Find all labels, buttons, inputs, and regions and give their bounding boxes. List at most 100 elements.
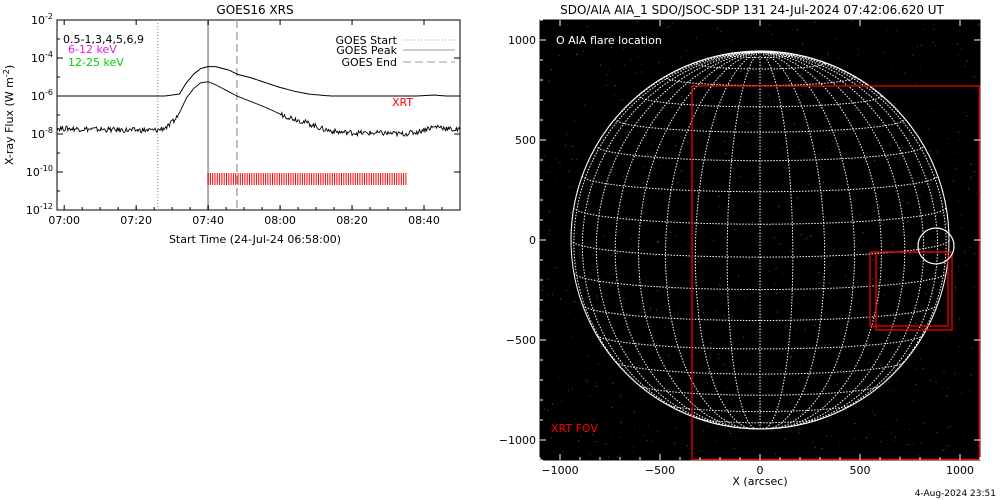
noise-speck: [690, 65, 692, 67]
noise-speck: [703, 107, 705, 109]
noise-speck: [743, 296, 745, 298]
noise-speck: [970, 374, 972, 376]
noise-speck: [589, 454, 591, 456]
noise-speck: [685, 244, 687, 245]
noise-speck: [907, 444, 909, 445]
noise-speck: [756, 49, 757, 51]
noise-speck: [549, 210, 550, 212]
noise-speck: [708, 242, 710, 244]
noise-speck: [728, 161, 730, 163]
noise-speck: [935, 215, 937, 216]
noise-speck: [851, 159, 853, 161]
noise-speck: [920, 44, 922, 46]
noise-speck: [974, 171, 975, 172]
noise-speck: [779, 243, 781, 245]
noise-speck: [578, 256, 580, 258]
noise-speck: [689, 282, 691, 284]
noise-speck: [724, 237, 726, 239]
noise-speck: [887, 389, 889, 391]
noise-speck: [718, 358, 720, 360]
channel-label-1: 6-12 keV: [68, 43, 117, 56]
noise-speck: [830, 296, 831, 298]
noise-speck: [647, 153, 649, 155]
noise-speck: [800, 362, 802, 364]
noise-speck: [772, 100, 774, 102]
noise-speck: [895, 436, 897, 438]
noise-speck: [574, 301, 575, 302]
noise-speck: [952, 180, 954, 182]
noise-speck: [575, 37, 577, 39]
latitude-line: [582, 304, 938, 321]
noise-speck: [778, 369, 780, 371]
noise-speck: [694, 181, 696, 183]
noise-speck: [820, 258, 822, 260]
noise-speck: [957, 54, 959, 55]
noise-speck: [915, 322, 917, 324]
noise-speck: [774, 188, 776, 190]
noise-speck: [951, 128, 953, 130]
noise-speck: [641, 31, 643, 33]
noise-speck: [795, 328, 797, 330]
noise-speck: [781, 147, 783, 149]
noise-speck: [912, 54, 914, 56]
noise-speck: [595, 441, 597, 443]
noise-speck: [788, 163, 790, 165]
noise-speck: [969, 246, 971, 248]
noise-speck: [545, 121, 547, 123]
xrs-x-tick-label: 07:00: [48, 214, 80, 227]
noise-speck: [802, 43, 804, 45]
noise-speck: [698, 215, 700, 217]
noise-speck: [854, 82, 855, 84]
noise-speck: [958, 30, 960, 32]
noise-speck: [884, 52, 886, 54]
noise-speck: [724, 364, 725, 366]
xrs-x-axis: 07:00 07:20 07:40 08:00 08:20 08:40: [48, 20, 461, 227]
noise-speck: [785, 257, 787, 259]
noise-speck: [731, 398, 732, 400]
noise-speck: [794, 114, 795, 116]
noise-speck: [910, 394, 912, 396]
noise-speck: [640, 312, 642, 313]
noise-speck: [804, 238, 806, 240]
noise-speck: [964, 251, 966, 252]
noise-speck: [626, 164, 628, 166]
noise-speck: [957, 131, 959, 133]
noise-speck: [887, 381, 889, 383]
noise-speck: [636, 71, 638, 73]
noise-speck: [916, 46, 918, 48]
xrs-x-tick-label: 08:00: [264, 214, 296, 227]
noise-speck: [706, 382, 708, 384]
noise-speck: [949, 274, 951, 276]
noise-speck: [802, 294, 804, 296]
legend-goes-start: GOES Start: [336, 34, 398, 47]
noise-speck: [724, 140, 726, 142]
noise-speck: [796, 29, 798, 31]
noise-speck: [889, 144, 891, 146]
noise-speck: [675, 427, 677, 429]
noise-speck: [906, 354, 908, 355]
noise-speck: [973, 76, 974, 78]
noise-speck: [975, 448, 977, 450]
noise-speck: [888, 157, 890, 159]
noise-speck: [638, 100, 640, 102]
noise-speck: [888, 170, 890, 172]
noise-speck: [620, 396, 622, 398]
noise-speck: [588, 176, 590, 178]
noise-speck: [978, 23, 980, 25]
noise-speck: [886, 333, 888, 335]
noise-speck: [866, 329, 868, 331]
noise-speck: [614, 85, 616, 87]
noise-speck: [978, 38, 980, 40]
noise-speck: [806, 237, 808, 239]
noise-speck: [825, 216, 826, 218]
noise-speck: [640, 63, 642, 65]
noise-speck: [821, 302, 822, 304]
noise-speck: [619, 394, 621, 396]
noise-speck: [833, 248, 835, 250]
noise-speck: [732, 316, 733, 318]
noise-speck: [939, 285, 941, 287]
noise-speck: [739, 176, 741, 178]
noise-speck: [672, 382, 674, 384]
noise-speck: [769, 24, 770, 26]
